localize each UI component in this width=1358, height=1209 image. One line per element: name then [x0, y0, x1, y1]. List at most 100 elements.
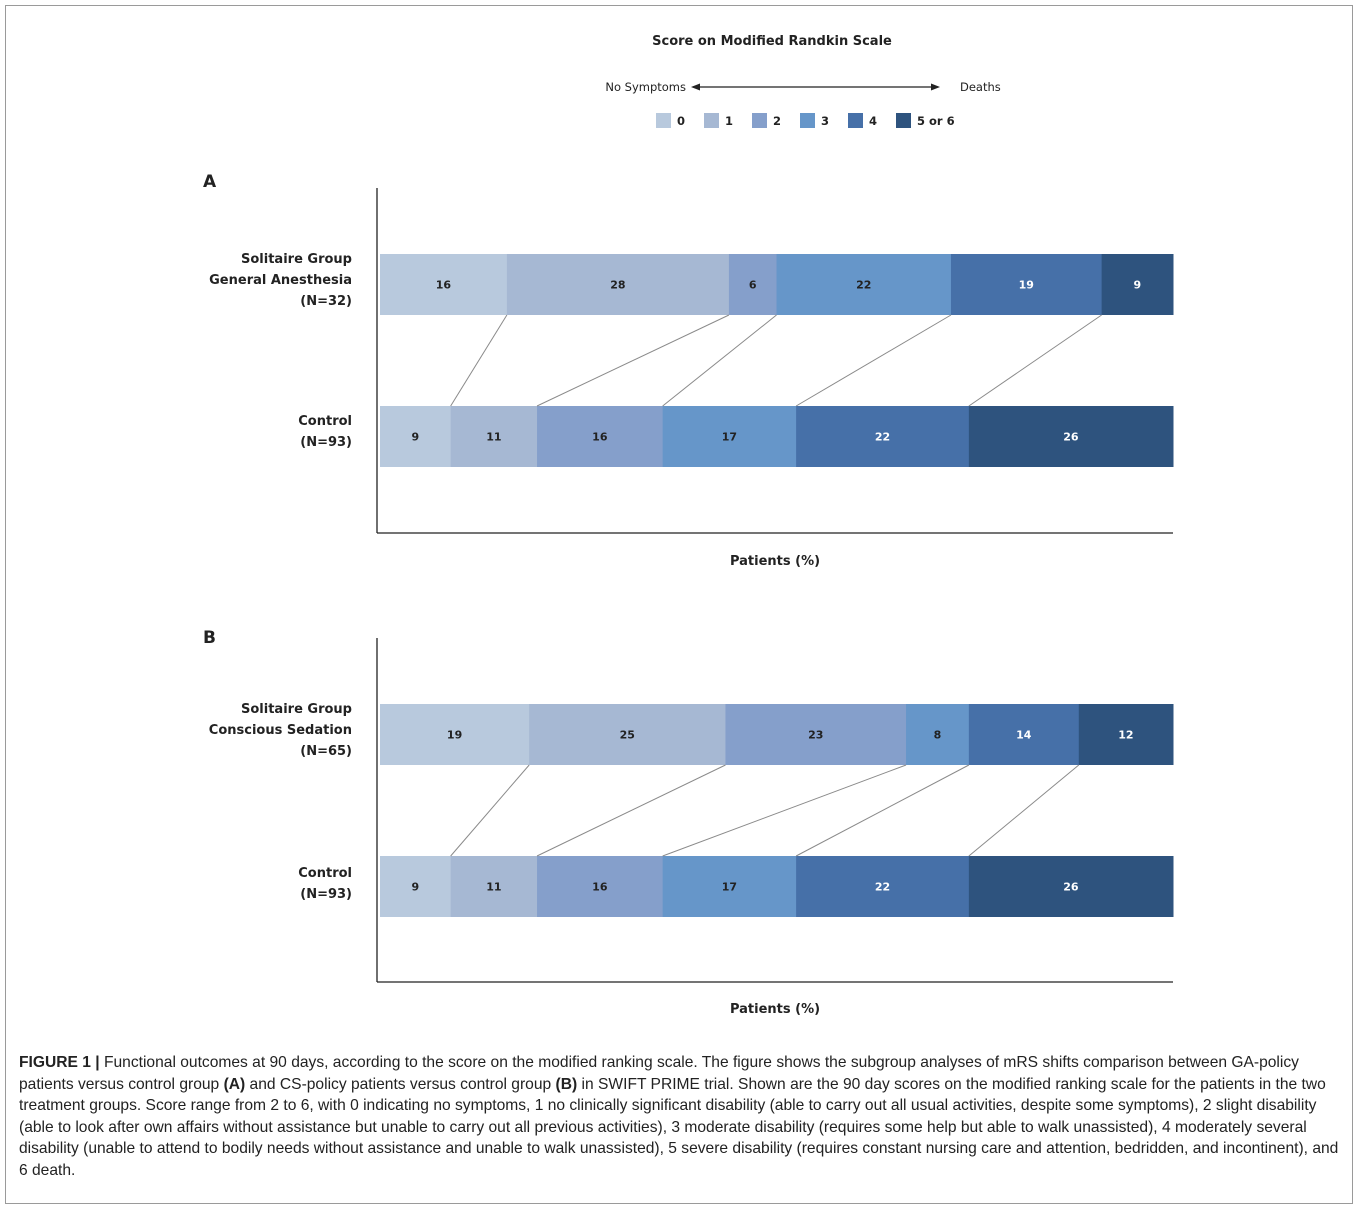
treatment-row: 19 25 23 8 14 12: [380, 704, 1174, 765]
bar-value-label: 23: [808, 729, 823, 742]
connector-line: [662, 764, 907, 857]
bar-value-label: 11: [486, 431, 501, 444]
legend-swatch-4: [848, 113, 863, 128]
panel-a: A Patients (%) 16 28 6 22 19 9 Solitaire Group Ge…: [203, 172, 1174, 569]
bar-segment-score-3: [662, 856, 797, 917]
caption-text-2: and CS-policy patients versus control gr…: [245, 1075, 556, 1093]
scale-arrow-left-head: [691, 83, 700, 91]
scale-arrow-right-head: [931, 83, 940, 91]
legend-swatch-3: [800, 113, 815, 128]
caption-text-3: in SWIFT PRIME trial. Shown are the 90 d…: [19, 1075, 1339, 1179]
bar-segment-score-4: [968, 704, 1080, 765]
legend-swatch-2: [752, 113, 767, 128]
bar-value-label: 17: [722, 881, 737, 894]
row-label-line: Control: [298, 866, 352, 881]
bar-segment-score-5: [1078, 704, 1174, 765]
caption-ref-a: (A): [223, 1075, 246, 1093]
bar-value-label: 26: [1063, 881, 1079, 894]
bar-value-label: 16: [592, 881, 608, 894]
row-label-line: Control: [298, 414, 352, 429]
bar-segment-score-5: [1101, 254, 1174, 315]
connector-line: [662, 314, 777, 407]
bar-value-label: 9: [1133, 279, 1141, 292]
bar-value-label: 8: [934, 729, 942, 742]
bar-value-label: 9: [412, 881, 420, 894]
bar-segment-score-5: [968, 406, 1174, 467]
bar-segment-score-5: [968, 856, 1174, 917]
x-axis-label: Patients (%): [730, 1002, 820, 1017]
bar-value-label: 9: [412, 431, 420, 444]
bar-value-label: 16: [436, 279, 452, 292]
row-label-line: (N=93): [300, 887, 352, 902]
legend: 0 1 2 3 4 5 or 6: [656, 113, 955, 128]
legend-swatch-0: [656, 113, 671, 128]
legend-label-5: 5 or 6: [917, 114, 955, 128]
bar-segment-score-3: [662, 406, 797, 467]
row-label-line: Solitaire Group: [241, 252, 352, 267]
bar-segment-score-2: [537, 406, 664, 467]
legend-swatch-1: [704, 113, 719, 128]
panel-label: A: [203, 172, 217, 192]
bar-value-label: 19: [447, 729, 462, 742]
bar-value-label: 28: [610, 279, 625, 292]
figure-frame: [5, 5, 1353, 1204]
bar-value-label: 11: [486, 881, 501, 894]
bar-segment-score-4: [950, 254, 1103, 315]
bar-value-label: 22: [856, 279, 871, 292]
bar-value-label: 12: [1118, 729, 1133, 742]
bar-segment-score-0: [380, 254, 508, 315]
bar-value-label: 6: [749, 279, 757, 292]
bar-segment-score-0: [380, 406, 452, 467]
scale-indicator: No Symptoms Deaths: [605, 80, 1000, 94]
legend-swatch-5: [896, 113, 911, 128]
row-label-line: (N=93): [300, 435, 352, 450]
legend-label-3: 3: [821, 114, 829, 128]
legend-label-4: 4: [869, 114, 877, 128]
bar-segment-score-3: [906, 704, 970, 765]
scale-right-label: Deaths: [960, 80, 1001, 94]
panels: A Patients (%) 16 28 6 22 19 9 Solitaire Group Ge…: [203, 172, 1174, 1017]
row-label-line: (N=65): [300, 744, 352, 759]
bar-segment-score-1: [506, 254, 730, 315]
bar-value-label: 14: [1016, 729, 1032, 742]
bar-segment-score-0: [380, 856, 452, 917]
bar-segment-score-1: [450, 406, 538, 467]
control-row: 9 11 16 17 22 26: [380, 406, 1174, 467]
bar-segment-score-2: [537, 856, 664, 917]
bar-segment-score-4: [796, 856, 970, 917]
caption-ref-b: (B): [555, 1075, 578, 1093]
bar-value-label: 26: [1063, 431, 1079, 444]
bar-segment-score-1: [529, 704, 726, 765]
bar-value-label: 22: [875, 431, 890, 444]
bar-segment-score-0: [380, 704, 530, 765]
bar-segment-score-3: [776, 254, 952, 315]
connector-line: [968, 764, 1080, 857]
chart: Score on Modified Randkin Scale No Sympt…: [203, 34, 1174, 1017]
bar-value-label: 17: [722, 431, 737, 444]
bar-value-label: 22: [875, 881, 890, 894]
panel-b: B Patients (%) 19 25 23 8 14 12 Solitaire Group C…: [203, 628, 1174, 1017]
connector-line: [450, 314, 508, 407]
bar-value-label: 25: [620, 729, 635, 742]
bar-segment-score-2: [725, 704, 907, 765]
connector-line: [536, 764, 726, 857]
treatment-row: 16 28 6 22 19 9: [380, 254, 1174, 315]
legend-label-0: 0: [677, 114, 685, 128]
caption-text-1: Functional outcomes at 90 days, accordin…: [19, 1054, 1299, 1093]
panel-label: B: [203, 628, 216, 648]
row-label-line: General Anesthesia: [209, 273, 352, 288]
row-label-line: Conscious Sedation: [209, 723, 352, 738]
connector-line: [795, 314, 952, 407]
connector-line: [536, 314, 730, 407]
connector-line: [450, 764, 530, 857]
figure-caption: FIGURE 1 | Functional outcomes at 90 day…: [19, 1052, 1341, 1181]
caption-label: FIGURE 1 |: [19, 1054, 100, 1071]
bar-value-label: 19: [1019, 279, 1034, 292]
row-label-line: Solitaire Group: [241, 702, 352, 717]
row-label-line: (N=32): [300, 294, 352, 309]
legend-label-2: 2: [773, 114, 781, 128]
bar-segment-score-4: [796, 406, 970, 467]
scale-left-label: No Symptoms: [605, 80, 686, 94]
legend-label-1: 1: [725, 114, 733, 128]
bar-segment-score-1: [450, 856, 538, 917]
